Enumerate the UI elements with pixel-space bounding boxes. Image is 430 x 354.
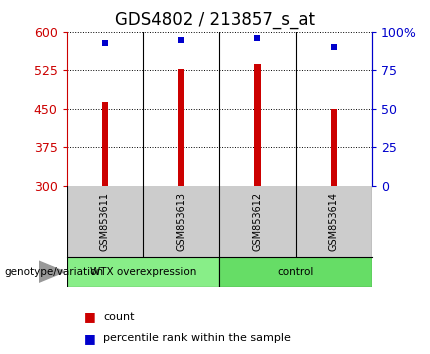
Text: ■: ■	[84, 310, 95, 323]
Bar	[178, 69, 184, 186]
Text: GSM853613: GSM853613	[176, 192, 186, 251]
Text: GSM853614: GSM853614	[329, 192, 339, 251]
Text: count: count	[103, 312, 135, 322]
Text: ■: ■	[84, 332, 95, 344]
Bar	[219, 257, 372, 287]
Text: GSM853611: GSM853611	[100, 192, 110, 251]
Text: GSM853612: GSM853612	[252, 192, 262, 251]
Polygon shape	[39, 261, 64, 282]
Text: GDS4802 / 213857_s_at: GDS4802 / 213857_s_at	[115, 11, 315, 29]
Bar	[102, 102, 108, 186]
Bar	[67, 257, 219, 287]
Bar	[255, 64, 261, 186]
Text: control: control	[277, 267, 314, 277]
Text: WTX overexpression: WTX overexpression	[90, 267, 196, 277]
Bar	[331, 109, 337, 186]
Text: percentile rank within the sample: percentile rank within the sample	[103, 333, 291, 343]
Text: genotype/variation: genotype/variation	[4, 267, 104, 277]
